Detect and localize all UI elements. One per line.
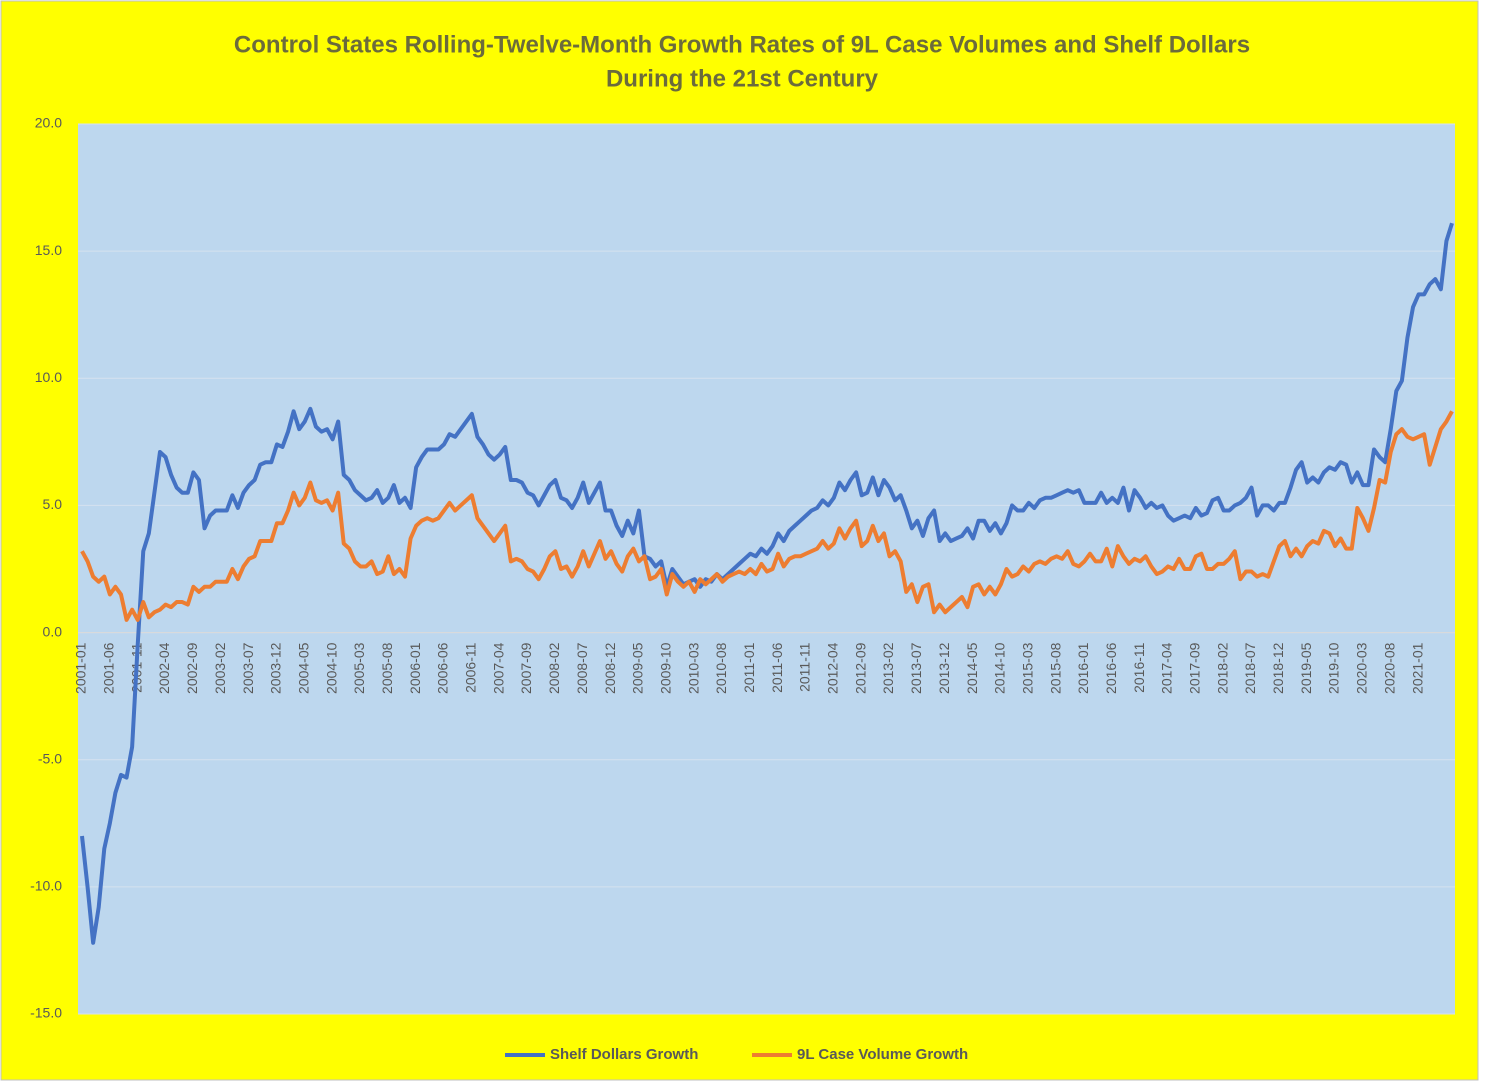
x-tick-label: 2016-06	[1103, 642, 1119, 694]
x-tick-label: 2018-12	[1270, 642, 1286, 694]
x-tick-label: 2017-09	[1187, 642, 1203, 694]
x-tick-label: 2004-10	[323, 642, 339, 694]
x-tick-label: 2018-07	[1242, 642, 1258, 694]
x-tick-label: 2017-04	[1159, 642, 1175, 694]
x-tick-label: 2020-03	[1354, 642, 1370, 694]
x-tick-label: 2008-12	[602, 642, 618, 694]
y-tick-label: 0.0	[43, 623, 63, 639]
x-tick-label: 2020-08	[1381, 642, 1397, 694]
x-tick-label: 2006-11	[463, 642, 479, 693]
x-tick-label: 2014-10	[992, 642, 1008, 694]
x-tick-label: 2014-05	[964, 642, 980, 694]
x-tick-label: 2012-04	[825, 642, 841, 694]
x-tick-label: 2015-03	[1019, 642, 1035, 694]
x-tick-label: 2013-12	[936, 642, 952, 694]
x-tick-label: 2018-02	[1214, 642, 1230, 694]
x-tick-label: 2011-11	[797, 642, 813, 692]
x-tick-label: 2012-09	[852, 642, 868, 694]
x-tick-label: 2001-06	[101, 642, 117, 694]
x-tick-label: 2003-07	[240, 642, 256, 694]
x-tick-label: 2010-03	[685, 642, 701, 694]
x-tick-label: 2019-10	[1326, 642, 1342, 694]
x-tick-label: 2016-01	[1075, 642, 1091, 694]
x-tick-label: 2013-07	[908, 642, 924, 694]
x-tick-label: 2011-01	[741, 642, 757, 693]
x-tick-label: 2002-09	[184, 642, 200, 694]
x-tick-label: 2001-01	[73, 642, 89, 694]
y-tick-label: 15.0	[35, 242, 62, 258]
series-line	[80, 410, 1454, 622]
legend-label: 9L Case Volume Growth	[797, 1046, 968, 1063]
chart-title: Control States Rolling-Twelve-Month Grow…	[234, 31, 1250, 58]
x-tick-label: 2009-10	[657, 642, 673, 694]
x-tick-label: 2007-04	[490, 642, 506, 694]
x-tick-label: 2010-08	[713, 642, 729, 694]
x-tick-label: 2015-08	[1047, 642, 1063, 694]
y-tick-label: 20.0	[35, 115, 62, 131]
x-tick-label: 2005-08	[379, 642, 395, 694]
x-tick-label: 2013-02	[880, 642, 896, 694]
x-tick-label: 2008-02	[546, 642, 562, 694]
x-tick-label: 2019-05	[1298, 642, 1314, 694]
x-tick-label: 2007-09	[518, 642, 534, 694]
y-tick-label: -15.0	[30, 1005, 62, 1021]
y-tick-label: 5.0	[43, 496, 63, 512]
chart-title: During the 21st Century	[606, 65, 879, 92]
y-tick-label: -5.0	[38, 750, 62, 766]
x-tick-label: 2006-01	[407, 642, 423, 694]
x-tick-label: 2002-04	[156, 642, 172, 694]
x-tick-label: 2021-01	[1409, 642, 1425, 694]
x-tick-label: 2003-02	[212, 642, 228, 694]
series-line	[80, 222, 1454, 945]
legend-label: Shelf Dollars Growth	[550, 1046, 698, 1063]
x-tick-label: 2009-05	[630, 642, 646, 694]
x-tick-label: 2011-06	[769, 642, 785, 693]
y-tick-label: -10.0	[30, 878, 62, 894]
y-tick-label: 10.0	[35, 369, 62, 385]
x-tick-label: 2006-06	[435, 642, 451, 694]
x-tick-label: 2005-03	[351, 642, 367, 694]
x-tick-label: 2004-05	[295, 642, 311, 694]
x-tick-label: 2008-07	[574, 642, 590, 694]
x-tick-label: 2016-11	[1131, 642, 1147, 693]
x-tick-label: 2003-12	[268, 642, 284, 694]
